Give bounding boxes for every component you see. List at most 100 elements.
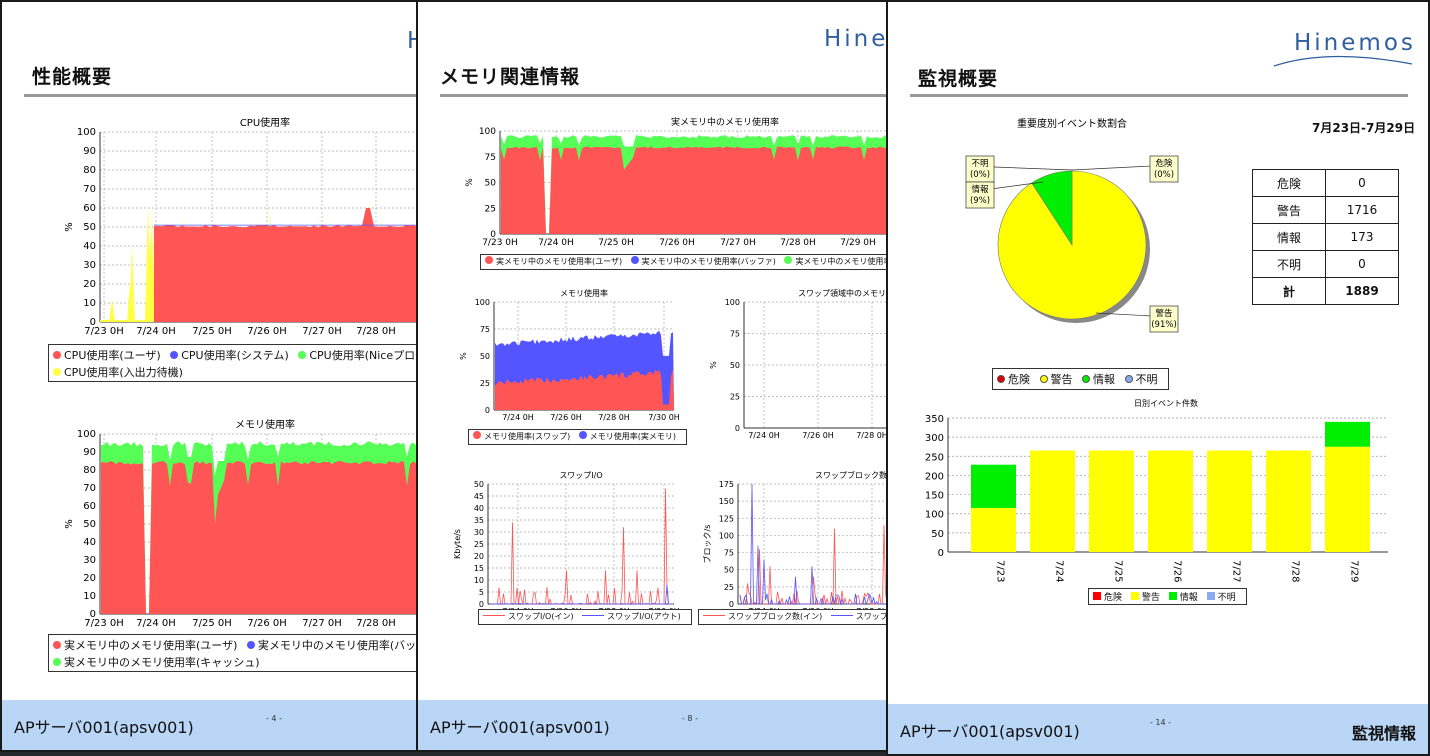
summary-label: 危険 <box>1252 169 1326 197</box>
section-name: 監視情報 <box>1351 724 1416 743</box>
hinemos-logo: Hinemos <box>1294 30 1416 56</box>
memory-swap-area <box>495 369 674 410</box>
y-tick-label: 100 <box>475 298 490 307</box>
pie-legend: 危険 警告 情報 不明 <box>992 368 1169 390</box>
x-tick-label: 7/24 0H <box>136 618 176 629</box>
y-tick-label: 125 <box>719 514 734 523</box>
y-tick-label: 50 <box>474 480 484 489</box>
x-tick-label: 7/28 0H <box>598 413 630 422</box>
y-tick-label: 30 <box>83 260 96 271</box>
x-tick-label: 7/29 0H <box>840 238 876 248</box>
real-memory-legend: 実メモリ中のメモリ使用率(ユーザ) 実メモリ中のメモリ使用率(バッファ) 実メモ… <box>480 254 900 270</box>
memory-rate-chart: メモリ使用率 0 25 50 75 100 7/24 0H 7/26 0H 7/28 0H 7/3… <box>459 288 680 422</box>
page-title: 性能概要 <box>32 66 113 88</box>
cpu-iowait-spike <box>129 246 135 322</box>
memory-user-area <box>101 461 418 614</box>
y-tick-label: 0 <box>479 600 484 609</box>
x-tick-label: 7/23 0H <box>84 326 124 337</box>
chart-title: メモリ使用率 <box>235 418 295 431</box>
y-axis-label: Kbyte/s <box>453 529 462 559</box>
y-tick-label: 100 <box>725 298 740 307</box>
swap-in-line <box>490 488 673 606</box>
memory-legend: 実メモリ中のメモリ使用率(ユーザ) 実メモリ中のメモリ使用率(バッファ) 実メモ… <box>48 634 418 672</box>
y-tick-label: 50 <box>485 179 497 189</box>
y-tick-label: 20 <box>474 552 484 561</box>
y-tick-label: 25 <box>724 583 734 592</box>
y-tick-label: 0 <box>90 609 96 620</box>
y-tick-label: 70 <box>83 483 96 494</box>
pie-label-box <box>1149 155 1179 183</box>
page-monitoring: Hinemos 監視概要 7月23日-7月29日 重要度別イベント数割合 不明 (0… <box>886 0 1430 756</box>
summary-label: 警告 <box>1252 196 1326 224</box>
pie-label-pct: (0%) <box>1154 170 1174 180</box>
summary-label: 不明 <box>1252 250 1326 278</box>
summary-value: 173 <box>1325 223 1399 251</box>
bar-warning <box>1030 450 1075 552</box>
swap-io-chart: スワップI/O051015202530354045507/24 0H7/26 0… <box>453 471 680 612</box>
x-tick-label: 7/28 0H <box>780 238 816 248</box>
pie-label-pct: (9%) <box>970 196 990 206</box>
title-rule <box>910 94 1408 97</box>
x-tick-label: 7/26 0H <box>247 618 287 629</box>
x-tick-label: 7/23 <box>995 560 1006 582</box>
chart-title: CPU使用率 <box>240 116 290 129</box>
x-tick-label: 7/26 0H <box>659 238 695 248</box>
server-name: APサーバ001(apsv001) <box>430 718 610 737</box>
y-axis-label: ブロック/s <box>702 525 712 564</box>
y-tick-label: 20 <box>83 279 96 290</box>
bar-warning <box>1325 446 1370 552</box>
summary-value: 0 <box>1325 250 1399 278</box>
x-tick-label: 7/26 <box>1172 560 1183 582</box>
x-tick-label: 7/23 0H <box>482 238 518 248</box>
y-tick-label: 90 <box>83 146 96 157</box>
bar-info <box>971 464 1016 508</box>
pie-label-name: 警告 <box>1155 308 1172 319</box>
y-tick-label: 25 <box>485 204 496 214</box>
date-range: 7月23日-7月29日 <box>1312 121 1416 135</box>
y-tick-label: 25 <box>480 379 490 388</box>
x-tick-label: 7/25 0H <box>192 326 232 337</box>
y-tick-label: 100 <box>77 429 96 440</box>
page-title: メモリ関連情報 <box>440 66 581 88</box>
chart-title: スワップI/O <box>559 471 602 480</box>
x-tick-label: 7/30 0H <box>648 413 680 422</box>
y-tick-label: 75 <box>730 330 740 339</box>
pie-label-pct: (91%) <box>1151 320 1177 330</box>
memory-usage-chart: メモリ使用率 0 10 20 30 40 50 60 70 80 90 100 7/23 0H 7/24 … <box>64 418 418 629</box>
x-tick-label: 7/26 0H <box>247 326 287 337</box>
logo-swoosh <box>1273 55 1413 67</box>
x-tick-label: 7/24 <box>1054 560 1065 582</box>
summary-row: 計 1889 <box>1252 277 1399 305</box>
page-title: 監視概要 <box>918 68 999 90</box>
memory-user-area <box>501 146 960 234</box>
x-tick-label: 7/29 <box>1349 560 1360 582</box>
cpu-iowait-spike <box>149 211 155 322</box>
pie-label-box <box>965 155 995 183</box>
y-tick-label: 0 <box>485 406 490 415</box>
page-number: - 4 - <box>266 714 282 723</box>
y-axis-label: % <box>709 361 718 369</box>
x-tick-label: 7/27 0H <box>720 238 756 248</box>
bar-warning <box>1207 450 1252 552</box>
summary-label: 情報 <box>1252 223 1326 251</box>
y-tick-label: 200 <box>925 471 944 482</box>
y-tick-label: 50 <box>931 529 944 540</box>
summary-row: 不明 0 <box>1252 250 1399 278</box>
y-axis-label: % <box>64 222 75 232</box>
y-tick-label: 75 <box>480 325 490 334</box>
x-tick-label: 7/28 <box>1290 560 1301 582</box>
page-footer: APサーバ001(apsv001) - 4 - <box>2 700 418 750</box>
y-tick-label: 15 <box>474 564 484 573</box>
pie-label-box <box>1149 305 1179 333</box>
x-tick-label: 7/27 0H <box>302 618 342 629</box>
x-tick-label: 7/28 0H <box>356 326 396 337</box>
x-tick-label: 7/26 0H <box>550 413 582 422</box>
chart-title: メモリ使用率 <box>560 288 608 298</box>
y-tick-label: 80 <box>83 465 96 476</box>
y-tick-label: 150 <box>925 491 944 502</box>
cpu-iowait-spike <box>109 299 115 322</box>
y-axis-label: % <box>64 519 75 529</box>
chart-title: スワップ領域中のメモリ使用率 <box>798 288 910 298</box>
y-tick-label: 50 <box>83 519 96 530</box>
